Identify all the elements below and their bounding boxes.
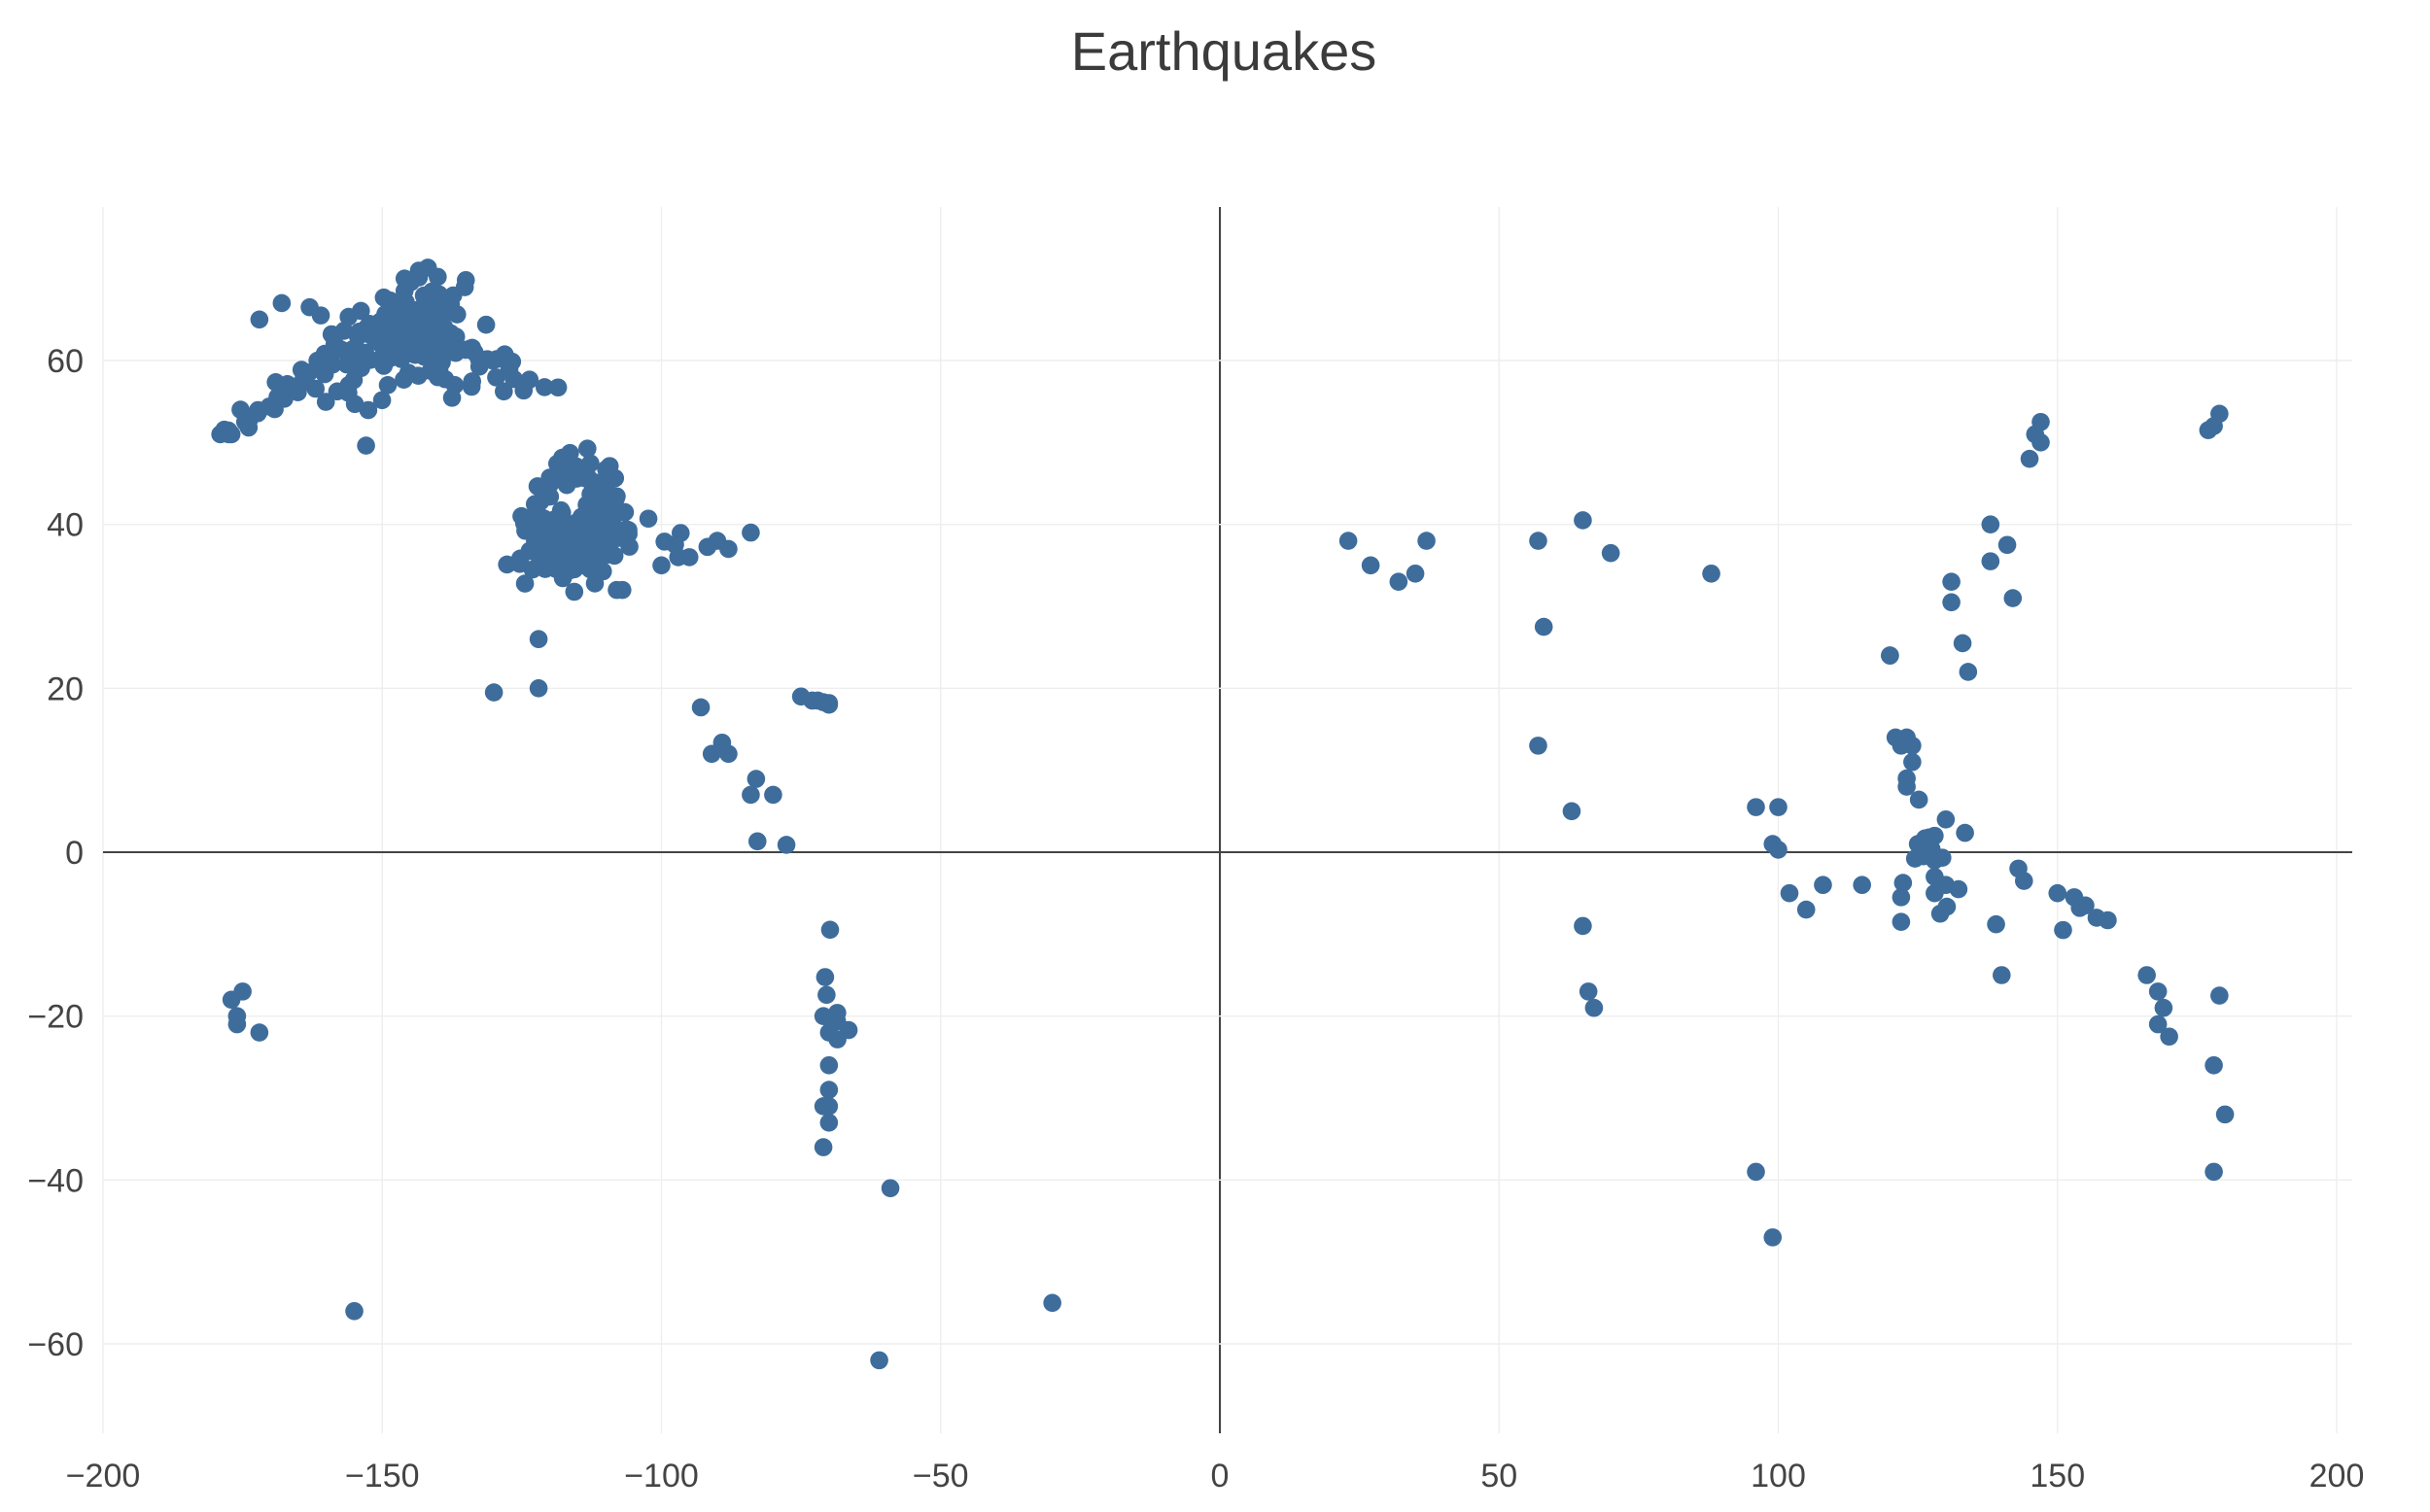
svg-text:60: 60 (47, 343, 84, 380)
svg-text:0: 0 (1211, 1458, 1230, 1495)
svg-text:−20: −20 (27, 999, 84, 1036)
svg-text:50: 50 (1480, 1458, 1517, 1495)
svg-text:−200: −200 (66, 1458, 141, 1495)
svg-text:−50: −50 (913, 1458, 969, 1495)
svg-text:−60: −60 (27, 1326, 84, 1363)
svg-text:−100: −100 (624, 1458, 699, 1495)
svg-text:40: 40 (47, 507, 84, 544)
svg-text:0: 0 (65, 835, 84, 872)
svg-text:−150: −150 (345, 1458, 420, 1495)
svg-text:100: 100 (1751, 1458, 1806, 1495)
svg-text:200: 200 (2309, 1458, 2365, 1495)
svg-text:−40: −40 (27, 1162, 84, 1199)
svg-text:150: 150 (2030, 1458, 2085, 1495)
svg-text:20: 20 (47, 670, 84, 707)
